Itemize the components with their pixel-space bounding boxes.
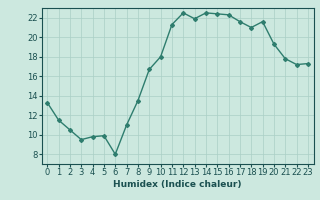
X-axis label: Humidex (Indice chaleur): Humidex (Indice chaleur) <box>113 180 242 189</box>
